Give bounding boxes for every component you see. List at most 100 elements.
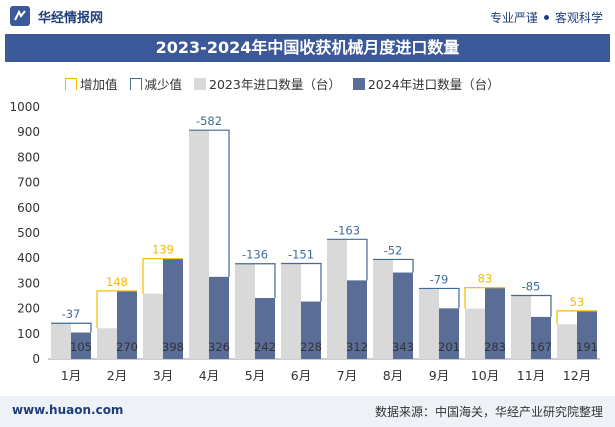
change-label: -136 [242, 248, 268, 262]
bar-2023 [373, 259, 393, 359]
footer: www.huaon.com 数据来源：中国海关，华经产业研究院整理 [0, 396, 615, 427]
change-bracket [96, 290, 137, 329]
x-tick-label: 3月 [153, 368, 173, 383]
change-bracket [51, 322, 92, 333]
legend-label-2024: 2024年进口数量（台） [367, 77, 500, 92]
bar-2024 [531, 316, 551, 359]
x-tick-label: 12月 [563, 368, 591, 383]
change-label: -163 [334, 223, 360, 237]
y-tick-label: 800 [17, 150, 40, 164]
legend-item-2023: 2023年进口数量（台） [194, 74, 341, 93]
bar-2023 [511, 295, 531, 359]
legend-item-2024: 2024年进口数量（台） [352, 74, 500, 93]
bar-2023 [557, 324, 577, 359]
bar-2023 [281, 263, 301, 359]
data-label-2024: 105 [70, 340, 92, 354]
top-bar: 华经情报网 专业严谨 客观科学 [0, 0, 615, 32]
x-tick-label: 6月 [291, 368, 311, 383]
change-label: -582 [196, 114, 222, 128]
x-tick-label: 7月 [337, 368, 357, 383]
x-tick-label: 11月 [517, 368, 545, 383]
decrease-swatch-icon [129, 77, 142, 90]
change-label: 139 [152, 243, 174, 257]
data-label-2024: 242 [254, 340, 276, 354]
change-label: -85 [522, 279, 541, 293]
change-label: 148 [106, 275, 128, 289]
change-bracket [464, 287, 505, 309]
footer-url-link[interactable]: www.huaon.com [12, 403, 124, 417]
change-bracket [419, 287, 460, 309]
y-tick-label: 0 [32, 352, 40, 366]
brand-logo-icon [10, 6, 30, 26]
legend-label-decrease: 减少值 [144, 77, 183, 92]
bar-2024 [301, 301, 321, 359]
bar-2023 [419, 288, 439, 359]
tagline-dot-icon [543, 15, 549, 20]
bar-2024 [71, 332, 91, 359]
bar-2024 [117, 290, 137, 359]
data-label-2024: 270 [116, 340, 138, 354]
data-label-2024: 191 [576, 340, 598, 354]
bar-2023 [235, 263, 255, 359]
bar-2024 [577, 310, 597, 359]
data-label-2024: 167 [530, 340, 552, 354]
change-label: -52 [384, 243, 403, 257]
change-bracket [189, 129, 230, 277]
data-label-2024: 283 [484, 340, 506, 354]
increase-swatch-icon [65, 77, 77, 90]
change-label: 53 [570, 295, 585, 309]
series-2024-swatch-icon [352, 77, 365, 90]
series-2023-swatch-icon [194, 77, 207, 90]
x-tick-label: 9月 [429, 368, 449, 383]
legend-item-increase: 增加值 [65, 74, 118, 93]
x-tick-label: 4月 [199, 368, 219, 383]
data-label-2024: 312 [346, 340, 368, 354]
y-tick-label: 500 [17, 226, 40, 240]
y-tick-label: 400 [17, 251, 40, 265]
change-bracket [235, 263, 276, 299]
change-bracket [281, 262, 322, 302]
change-bracket [327, 238, 368, 281]
x-tick-label: 10月 [471, 368, 499, 383]
tagline-left: 专业严谨 [489, 11, 538, 25]
change-bracket [373, 258, 414, 273]
brand[interactable]: 华经情报网 [10, 6, 103, 26]
y-tick-label: 1000 [9, 100, 40, 114]
bar-2024 [485, 287, 505, 359]
bar-2023 [51, 323, 71, 359]
legend-item-decrease: 减少值 [129, 74, 183, 93]
change-label: -151 [288, 247, 314, 261]
y-tick-label: 700 [17, 176, 40, 190]
legend-label-2023: 2023年进口数量（台） [209, 77, 341, 92]
x-tick-label: 8月 [383, 368, 403, 383]
change-bracket [511, 294, 552, 317]
y-tick-label: 100 [17, 327, 40, 341]
bar-2023 [97, 328, 117, 359]
tagline: 专业严谨 客观科学 [490, 9, 603, 26]
y-tick-label: 900 [17, 125, 40, 139]
data-label-2024: 326 [208, 340, 230, 354]
bar-2023 [143, 293, 163, 359]
change-bracket [142, 258, 183, 294]
chart-title: 2023-2024年中国收获机械月度进口数量 [5, 34, 610, 62]
y-tick-label: 300 [17, 276, 40, 290]
bar-2024 [439, 308, 459, 359]
brand-name: 华经情报网 [38, 10, 104, 26]
change-bracket [556, 310, 597, 325]
x-tick-label: 5月 [245, 368, 265, 383]
bar-2024 [255, 298, 275, 359]
bar-2023 [327, 239, 347, 359]
data-label-2024: 201 [438, 340, 460, 354]
change-label: 83 [478, 272, 493, 286]
bar-2023 [189, 130, 209, 359]
data-label-2024: 398 [162, 340, 184, 354]
chart-plot: 0 100 200 300 400 500 600 700 800 900 1000 -37 105 1月… [9, 100, 600, 383]
bar-2024 [347, 280, 367, 359]
change-label: -37 [62, 307, 81, 321]
legend-label-increase: 增加值 [80, 77, 118, 92]
bar-2024 [163, 258, 183, 359]
bar-2024 [393, 272, 413, 359]
y-tick-label: 600 [17, 201, 40, 215]
footer-source: 数据来源：中国海关，华经产业研究院整理 [374, 405, 603, 419]
bar-2024 [209, 276, 229, 359]
